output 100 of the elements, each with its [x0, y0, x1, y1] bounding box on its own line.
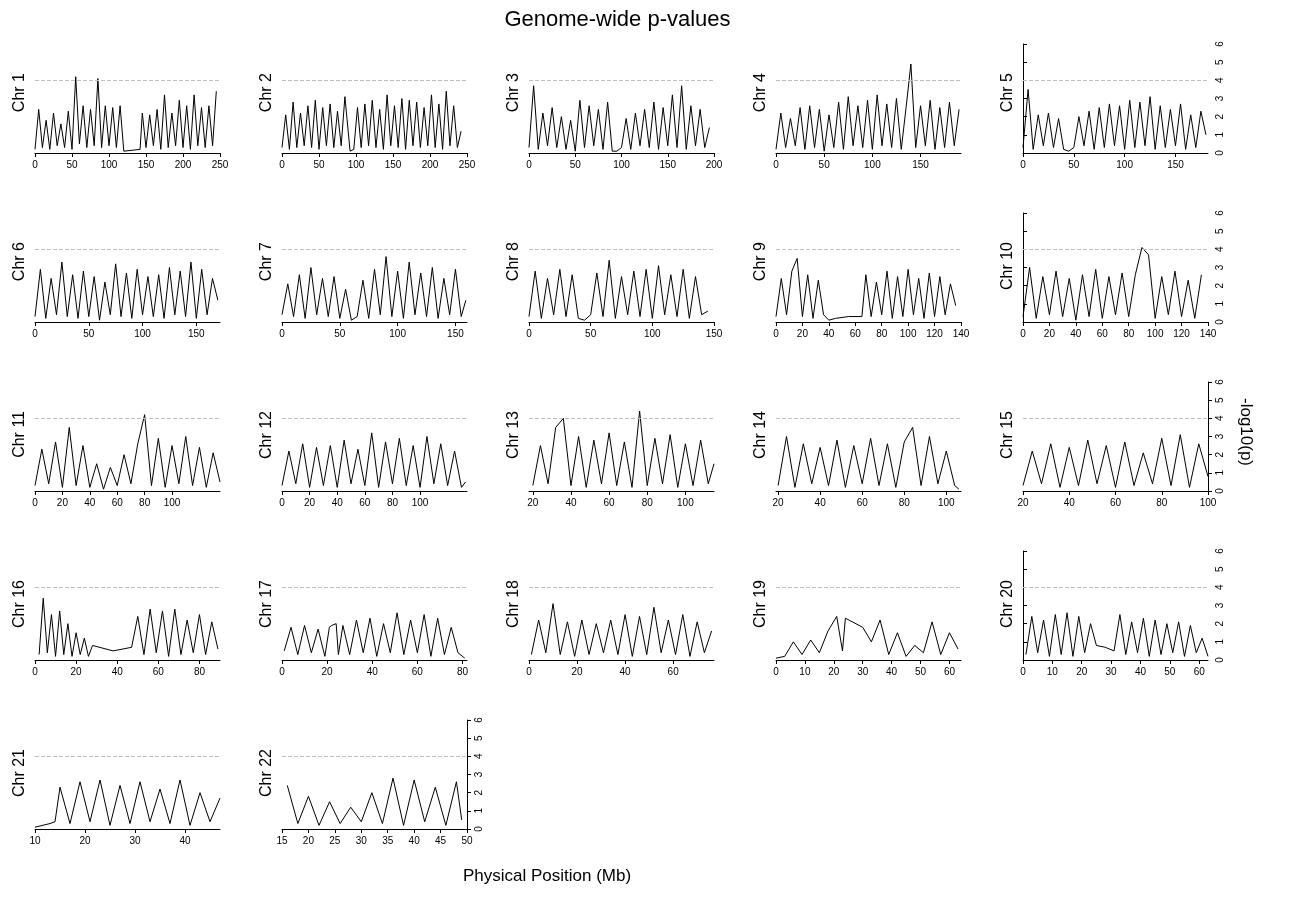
y-axis-title: Chr 20 [997, 579, 1015, 629]
y-tick-label: 2 [1213, 113, 1225, 120]
chart-title: Genome-wide p-values [503, 6, 732, 32]
y-tick-label: 5 [472, 734, 484, 741]
y-tick-label: 3 [1213, 264, 1225, 271]
x-tick-label: 100 [1116, 158, 1134, 170]
x-tick-label: 30 [129, 834, 141, 846]
x-tick-label: 150 [912, 158, 930, 170]
x-tick-label: 80 [193, 665, 206, 677]
y-axis-title: Chr 1 [9, 72, 27, 113]
x-tick-label: 40 [408, 834, 421, 846]
y-tick-label: 4 [472, 753, 484, 760]
y-tick-label: 1 [1213, 638, 1225, 645]
x-tick-label: 20 [772, 496, 785, 508]
y-tick-label: 3 [1213, 433, 1225, 440]
x-tick-label: 50 [83, 327, 95, 339]
y-axis-title: Chr 7 [256, 241, 274, 282]
x-tick-label: 40 [565, 496, 577, 508]
x-tick-label: 0 [773, 327, 780, 339]
x-tick-label: 40 [331, 496, 344, 508]
x-tick-label: 150 [1167, 158, 1185, 170]
y-tick-label: 1 [1213, 469, 1225, 476]
text: -log10(p) [1236, 398, 1256, 467]
y-axis-title: Chr 13 [503, 410, 521, 460]
x-tick-label: 40 [1134, 665, 1147, 677]
y-tick-label: 3 [1213, 95, 1225, 102]
x-tick-label: 60 [411, 665, 424, 677]
x-tick-label: 50 [569, 158, 582, 170]
x-tick-label: 100 [389, 327, 407, 339]
x-tick-label: 150 [384, 158, 402, 170]
x-tick-label: 20 [527, 496, 539, 508]
x-tick-label: 0 [32, 665, 39, 677]
x-tick-label: 40 [111, 665, 124, 677]
x-tick-label: 60 [1193, 665, 1206, 677]
x-tick-label: 200 [705, 158, 723, 170]
y-tick-label: 6 [1213, 547, 1225, 554]
x-tick-label: 50 [1164, 665, 1176, 677]
x-tick-label: 40 [366, 665, 379, 677]
y-axis-title: Chr 10 [997, 241, 1015, 291]
x-tick-label: 35 [382, 834, 394, 846]
y-axis-title: Chr 18 [503, 579, 521, 629]
x-tick-label: 250 [458, 158, 476, 170]
x-tick-label: 20 [1017, 496, 1029, 508]
x-tick-label: 0 [279, 158, 286, 170]
x-tick-label: 30 [355, 834, 368, 846]
x-tick-label: 0 [279, 665, 286, 677]
x-tick-label: 50 [818, 158, 831, 170]
y-axis-title: Chr 15 [997, 410, 1015, 460]
y-tick-label: 2 [1213, 282, 1225, 289]
x-tick-label: 60 [667, 665, 680, 677]
x-tick-label: 50 [1068, 158, 1080, 170]
x-tick-label: 150 [187, 327, 206, 339]
x-tick-label: 60 [1096, 327, 1109, 339]
y-axis-title: Chr 5 [997, 72, 1015, 113]
x-tick-label: 60 [359, 496, 371, 508]
x-tick-label: 20 [56, 496, 69, 508]
x-tick-label: 100 [347, 158, 365, 170]
line-series [286, 777, 463, 826]
x-tick-label: 30 [1105, 665, 1118, 677]
x-axis-title: Physical Position (Mb) [461, 866, 633, 886]
x-tick-label: 120 [1173, 327, 1191, 339]
x-tick-label: 40 [619, 665, 632, 677]
y-tick-label: 5 [1213, 227, 1225, 234]
x-tick-label: 40 [84, 496, 96, 508]
x-tick-label: 100 [937, 496, 956, 508]
x-tick-label: 50 [313, 158, 325, 170]
x-tick-label: 140 [1199, 327, 1217, 339]
y-tick-label: 1 [1213, 131, 1225, 138]
x-tick-label: 60 [152, 665, 165, 677]
x-tick-label: 60 [849, 327, 862, 339]
y-tick-label: 6 [472, 716, 484, 723]
x-tick-label: 50 [334, 327, 346, 339]
x-tick-label: 25 [329, 834, 341, 846]
x-tick-label: 0 [279, 327, 286, 339]
y-axis-title: Chr 22 [256, 748, 274, 798]
x-tick-label: 100 [411, 496, 429, 508]
y-tick-label: 3 [472, 771, 484, 778]
x-tick-label: 250 [211, 158, 229, 170]
x-tick-label: 0 [773, 665, 780, 677]
x-tick-label: 0 [1020, 665, 1027, 677]
y-axis-title: Chr 11 [9, 410, 27, 458]
y-tick-label: 6 [1213, 378, 1225, 385]
x-tick-label: 100 [134, 327, 152, 339]
x-tick-label: 0 [32, 496, 39, 508]
x-tick-label: 140 [952, 327, 970, 339]
x-tick-label: 40 [814, 496, 827, 508]
x-tick-label: 30 [857, 665, 869, 677]
x-tick-label: 60 [603, 496, 616, 508]
y-axis-title: Chr 2 [256, 72, 274, 113]
x-tick-label: 80 [386, 496, 399, 508]
x-tick-label: 50 [914, 665, 927, 677]
x-tick-label: 10 [29, 834, 41, 846]
x-tick-label: 40 [886, 665, 898, 677]
y-tick-label: 3 [1213, 602, 1225, 609]
x-tick-label: 60 [1109, 496, 1122, 508]
x-tick-label: 80 [456, 665, 469, 677]
y-tick-label: 0 [1213, 149, 1225, 156]
y-axis-title: Chr 14 [750, 410, 768, 460]
y-tick-label: 5 [1213, 396, 1225, 403]
x-tick-label: 150 [659, 158, 677, 170]
